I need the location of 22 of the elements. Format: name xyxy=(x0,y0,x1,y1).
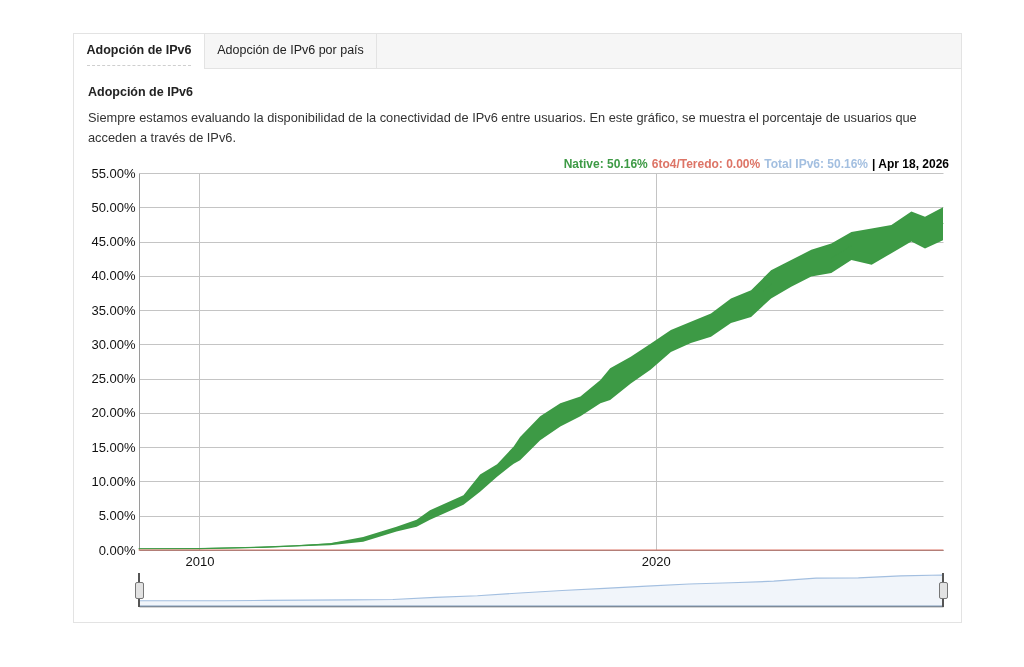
tab: Adopción de IPv6 xyxy=(74,34,205,69)
tab: Adopción de IPv6 por país xyxy=(205,34,377,68)
text: | Apr 18, 2026 xyxy=(872,157,949,171)
y-tick-label: 20.00% xyxy=(91,405,136,421)
chart-subtitle: Siempre estamos evaluando la disponibilidad de la conectividad de IPv6 entre usuarios. En este gráfico, se muestra el porcentaje de usuarios que acceden a través de IPv6. xyxy=(88,109,918,147)
y-tick-label: 5.00% xyxy=(98,508,136,524)
y-tick-label: 25.00% xyxy=(91,371,136,387)
y-tick-label: 40.00% xyxy=(91,268,136,284)
x-tick-label: 2010 xyxy=(185,553,215,569)
text: Native: 50.16% xyxy=(563,157,648,171)
text: 6to4/Teredo: 0.00% xyxy=(651,157,761,171)
y-tick-label: 10.00% xyxy=(91,473,136,489)
y-tick-label: 55.00% xyxy=(91,165,136,181)
chart-title: Adopción de IPv6 xyxy=(88,85,193,99)
y-tick-label: 30.00% xyxy=(91,336,136,352)
x-tick-label: 2020 xyxy=(641,553,671,569)
y-tick-label: 45.00% xyxy=(91,234,136,250)
y-tick-label: 15.00% xyxy=(91,439,136,455)
text: Total IPv6: 50.16% xyxy=(764,157,869,171)
y-tick-label: 35.00% xyxy=(91,302,136,318)
y-tick-label: 50.00% xyxy=(91,199,136,215)
y-tick-label: 0.00% xyxy=(98,542,136,558)
